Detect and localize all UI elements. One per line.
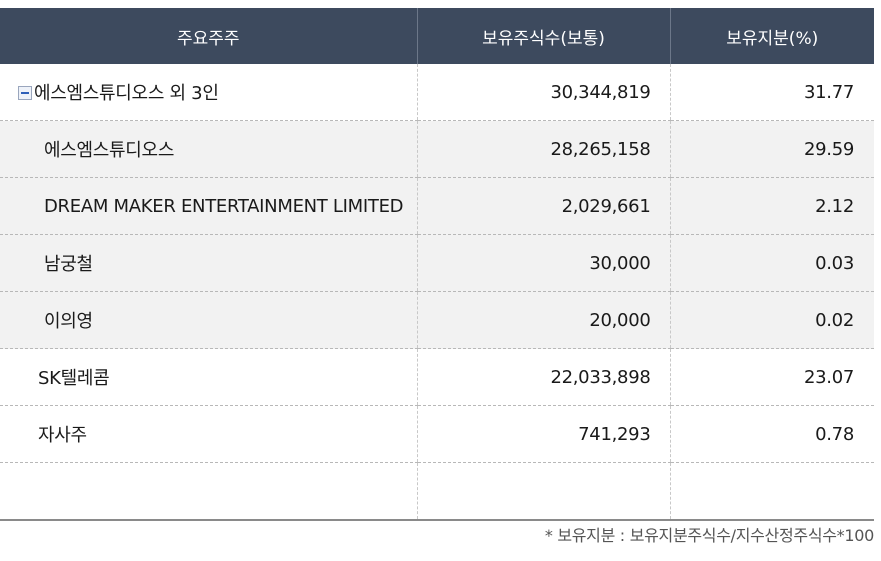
- shares-cell: 741,293: [416, 405, 670, 463]
- table-body: 에스엠스튜디오스 외 3인 30,344,819 31.77 에스엠스튜디오스 …: [0, 64, 874, 521]
- minus-square-icon[interactable]: [18, 86, 32, 100]
- shares-cell: 28,265,158: [416, 120, 670, 178]
- header-ownership: 보유지분(%): [669, 8, 874, 64]
- shareholder-table: 주요주주 보유주식수(보통) 보유지분(%) 에스엠스튜디오스 외 3인 30,…: [0, 8, 874, 521]
- table-row-sub: 이의영 20,000 0.02: [0, 291, 874, 349]
- table-row: SK텔레콤 22,033,898 23.07: [0, 348, 874, 406]
- empty-cell: [416, 462, 670, 521]
- shares-cell: 30,000: [416, 234, 670, 292]
- table-row: 자사주 741,293 0.78: [0, 405, 874, 463]
- ownership-cell: 31.77: [669, 64, 874, 121]
- shareholder-name: SK텔레콤: [0, 348, 417, 406]
- empty-cell: [0, 462, 417, 521]
- empty-cell: [669, 462, 874, 521]
- table-header: 주요주주 보유주식수(보통) 보유지분(%): [0, 8, 874, 64]
- shareholder-name: 에스엠스튜디오스 외 3인: [34, 83, 219, 104]
- table-row-group: 에스엠스튜디오스 외 3인 30,344,819 31.77: [0, 64, 874, 121]
- shareholder-name: 에스엠스튜디오스: [0, 120, 417, 178]
- shares-cell: 20,000: [416, 291, 670, 349]
- shareholder-name: 자사주: [0, 405, 417, 463]
- header-row: 주요주주 보유주식수(보통) 보유지분(%): [0, 8, 874, 64]
- table-row-sub: 에스엠스튜디오스 28,265,158 29.59: [0, 120, 874, 178]
- ownership-cell: 0.03: [669, 234, 874, 292]
- table-row-sub: DREAM MAKER ENTERTAINMENT LIMITED 2,029,…: [0, 177, 874, 235]
- ownership-cell: 23.07: [669, 348, 874, 406]
- shares-cell: 22,033,898: [416, 348, 670, 406]
- table-row-sub: 남궁철 30,000 0.03: [0, 234, 874, 292]
- shares-cell: 30,344,819: [416, 64, 670, 121]
- header-shareholder: 주요주주: [0, 8, 417, 64]
- ownership-cell: 0.02: [669, 291, 874, 349]
- ownership-footnote: * 보유지분 : 보유지분주식수/지수산정주식수*100: [544, 526, 874, 545]
- shareholder-name: 이의영: [0, 291, 417, 349]
- ownership-cell: 29.59: [669, 120, 874, 178]
- shareholder-name: DREAM MAKER ENTERTAINMENT LIMITED: [0, 177, 417, 235]
- shareholder-name: 남궁철: [0, 234, 417, 292]
- ownership-cell: 2.12: [669, 177, 874, 235]
- shareholder-cell: 에스엠스튜디오스 외 3인: [0, 64, 417, 121]
- ownership-cell: 0.78: [669, 405, 874, 463]
- shareholder-table-container: 주요주주 보유주식수(보통) 보유지분(%) 에스엠스튜디오스 외 3인 30,…: [0, 8, 874, 521]
- shares-cell: 2,029,661: [416, 177, 670, 235]
- header-shares: 보유주식수(보통): [416, 8, 670, 64]
- table-row-empty: [0, 462, 874, 521]
